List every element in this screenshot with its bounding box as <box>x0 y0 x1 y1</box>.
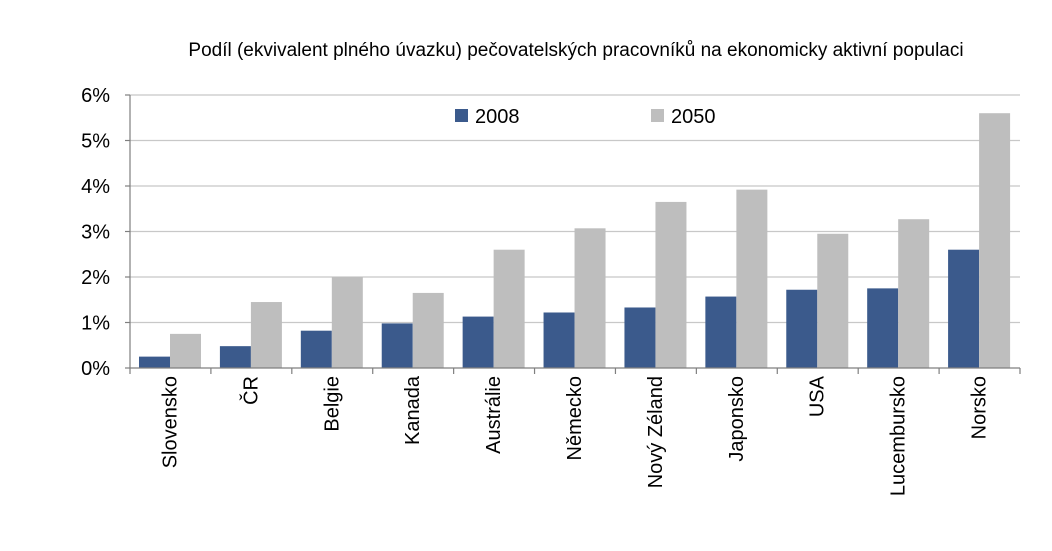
y-axis-ticks: 0% 1% 2% 3% 4% 5% 6% <box>81 85 110 380</box>
bar-2050 <box>736 189 768 368</box>
x-category-label: Norsko <box>969 376 991 439</box>
x-category-label: USA <box>807 375 829 417</box>
bar-2008 <box>867 288 899 368</box>
bar-2050 <box>331 277 363 368</box>
bar-2008 <box>381 323 413 368</box>
y-tick-label: 0% <box>81 358 110 380</box>
bar-2008 <box>219 346 251 368</box>
bar-2008 <box>543 312 575 368</box>
x-category-label: Japonsko <box>726 376 748 462</box>
bar-2008 <box>462 316 494 368</box>
y-tick-label: 5% <box>81 131 110 153</box>
x-category-label: Austrálie <box>483 376 505 454</box>
chart-title: Podíl (ekvivalent plného úvazku) pečovat… <box>188 40 963 61</box>
x-category-label: Lucembursko <box>888 376 910 496</box>
legend: 2008 2050 <box>455 106 716 128</box>
bar-2050 <box>898 219 930 368</box>
y-tick-label: 4% <box>81 176 110 198</box>
x-category-label: Německo <box>564 376 586 460</box>
axes <box>125 94 1021 374</box>
bar-2050 <box>817 233 849 368</box>
x-category-label: Slovensko <box>159 376 181 468</box>
bar-2050 <box>250 302 282 368</box>
bar-2050 <box>979 113 1011 368</box>
bar-2008 <box>139 356 170 368</box>
bar-2050 <box>412 292 444 368</box>
x-category-label: ČR <box>239 376 262 405</box>
x-category-label: Belgie <box>321 376 343 432</box>
y-tick-label: 1% <box>81 313 110 335</box>
legend-label-2008: 2008 <box>475 106 520 128</box>
x-axis-categories: Slovensko ČR Belgie Kanada Austrálie Německo N… <box>159 375 990 496</box>
x-category-label: Nový Zéland <box>645 376 667 488</box>
bar-2050 <box>655 201 687 368</box>
bars <box>139 113 1011 368</box>
y-tick-label: 6% <box>81 85 110 107</box>
bar-2050 <box>574 228 606 368</box>
bar-2008 <box>300 330 332 368</box>
bar-2008 <box>786 289 818 368</box>
bar-2050 <box>493 249 525 368</box>
y-tick-label: 2% <box>81 267 110 289</box>
x-category-label: Kanada <box>402 375 424 445</box>
legend-label-2050: 2050 <box>671 106 716 128</box>
legend-swatch-2050 <box>651 109 664 122</box>
y-tick-label: 3% <box>81 222 110 244</box>
legend-swatch-2008 <box>455 109 468 122</box>
bar-2008 <box>624 307 656 368</box>
bar-2008 <box>948 249 980 368</box>
bar-2008 <box>705 296 737 368</box>
bar-2050 <box>170 333 201 368</box>
